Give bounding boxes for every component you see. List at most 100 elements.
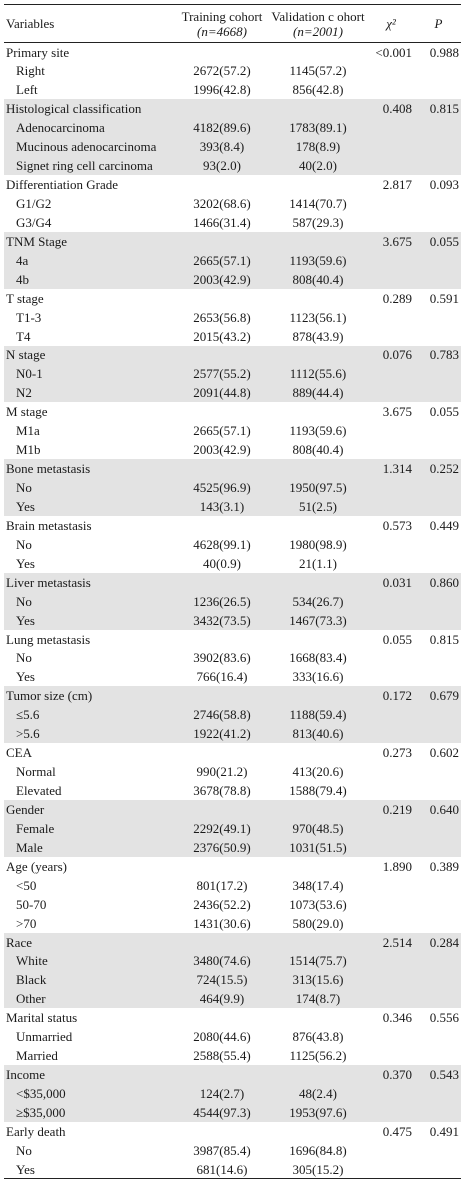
- training-value: [174, 402, 270, 421]
- table-row-group: T stage 0.289 0.591: [4, 289, 461, 308]
- training-value: [174, 345, 270, 365]
- table-row: Yes 40(0.9) 21(1.1): [4, 554, 461, 573]
- table-row-group: Age (years) 1.890 0.389: [4, 857, 461, 876]
- table-row: ≤5.6 2746(58.8) 1188(59.4): [4, 705, 461, 725]
- chi-square-value: [366, 970, 416, 990]
- table-header: Variables Training cohort (n=4668) Valid…: [4, 4, 461, 43]
- training-value: 2653(56.8): [193, 309, 251, 325]
- validation-value: 305(15.2): [292, 1161, 344, 1177]
- level-label: >5.6: [4, 724, 174, 744]
- variable-name: TNM Stage: [4, 231, 174, 251]
- p-value: [416, 970, 461, 990]
- p-value: 0.783: [416, 345, 461, 365]
- training-value: [174, 516, 270, 535]
- p-value: 0.449: [429, 517, 459, 533]
- table-row-group: CEA 0.273 0.602: [4, 743, 461, 762]
- p-value: [416, 649, 461, 668]
- validation-value: 1467(73.3): [270, 610, 366, 630]
- validation-value: 1188(59.4): [270, 705, 366, 725]
- validation-value: 1588(79.4): [289, 783, 347, 799]
- table-row: 50-70 2436(52.2) 1073(53.6): [4, 895, 461, 914]
- chi-square-value: 0.573: [382, 517, 412, 533]
- validation-value: 1123(56.1): [289, 309, 347, 325]
- table-row: Unmarried 2080(44.6) 876(43.8): [4, 1027, 461, 1046]
- validation-value: 1696(84.8): [289, 1142, 347, 1158]
- training-value: 1431(30.6): [193, 915, 251, 931]
- level-label: Married: [16, 1048, 58, 1064]
- chi-square-value: [366, 1141, 416, 1160]
- table-row-group: N stage 0.076 0.783: [4, 345, 461, 365]
- level-label: 50-70: [16, 896, 47, 912]
- training-value: [174, 231, 270, 251]
- validation-value: [270, 630, 366, 649]
- p-value: 0.543: [416, 1065, 461, 1085]
- table-row-group: Gender 0.219 0.640: [4, 800, 461, 819]
- level-label: Right: [16, 63, 45, 79]
- chi-square-value: 0.055: [382, 631, 412, 647]
- p-value: 0.252: [416, 459, 461, 479]
- p-value: [416, 951, 461, 971]
- p-value: [416, 1046, 461, 1065]
- level-label: Yes: [16, 669, 35, 685]
- chi-square-value: [366, 327, 416, 346]
- validation-value: 970(48.5): [270, 818, 366, 838]
- level-label: M1b: [16, 442, 41, 458]
- p-value: 0.815: [416, 99, 461, 119]
- validation-value: 1193(59.6): [289, 423, 347, 439]
- table-row-group: Brain metastasis 0.573 0.449: [4, 516, 461, 535]
- header-chi-square: χ²: [386, 16, 396, 31]
- training-value: 124(2.7): [174, 1084, 270, 1103]
- training-value: [174, 800, 270, 819]
- table-row: Mucinous adenocarcinoma 393(8.4) 178(8.9): [4, 137, 461, 157]
- validation-value: 40(2.0): [270, 156, 366, 176]
- table-row-group: Early death 0.475 0.491: [4, 1122, 461, 1141]
- header-training-label: Training cohort: [181, 8, 263, 24]
- chi-square-value: [366, 440, 416, 459]
- chi-square-value: 0.076: [366, 345, 416, 365]
- validation-value: [270, 572, 366, 592]
- training-value: 990(21.2): [196, 764, 248, 780]
- validation-value: 1112(55.6): [270, 364, 366, 384]
- chi-square-value: [366, 1046, 416, 1065]
- validation-value: 348(17.4): [292, 877, 344, 893]
- p-value: [416, 705, 461, 725]
- table-row: T1-3 2653(56.8) 1123(56.1): [4, 308, 461, 327]
- p-value: [416, 914, 461, 933]
- level-label: T1-3: [16, 309, 42, 325]
- chi-square-value: 0.289: [382, 290, 412, 306]
- training-value: 393(8.4): [174, 137, 270, 157]
- chi-square-value: [366, 876, 416, 895]
- level-label: ≥$35,000: [4, 1103, 174, 1122]
- table-row: >5.6 1922(41.2) 813(40.6): [4, 724, 461, 744]
- chi-square-value: 0.219: [366, 800, 416, 819]
- p-value: [416, 327, 461, 346]
- chi-square-value: 1.890: [382, 858, 412, 874]
- training-value: [174, 1065, 270, 1085]
- level-label: Mucinous adenocarcinoma: [4, 137, 174, 157]
- training-value: 1996(42.8): [193, 82, 251, 98]
- chi-square-value: 0.346: [382, 1010, 412, 1026]
- table-row: Elevated 3678(78.8) 1588(79.4): [4, 781, 461, 800]
- variable-name: T stage: [6, 290, 44, 306]
- table-row-group: Tumor size (cm) 0.172 0.679: [4, 686, 461, 706]
- validation-value: 1193(59.6): [270, 250, 366, 270]
- validation-value: 808(40.4): [292, 442, 344, 458]
- validation-value: 413(20.6): [292, 764, 344, 780]
- training-value: 1466(31.4): [193, 214, 251, 230]
- training-value: 724(15.5): [174, 970, 270, 990]
- training-value: 2436(52.2): [193, 896, 251, 912]
- validation-value: 51(2.5): [270, 497, 366, 516]
- table-row: No 4525(96.9) 1950(97.5): [4, 478, 461, 497]
- table-row: M1a 2665(57.1) 1193(59.6): [4, 421, 461, 440]
- chi-square-value: 0.408: [366, 99, 416, 119]
- validation-value: 1950(97.5): [270, 478, 366, 497]
- variable-name: Bone metastasis: [4, 459, 174, 479]
- level-label: No: [16, 1142, 32, 1158]
- table-row: No 1236(26.5) 534(26.7): [4, 591, 461, 611]
- validation-value: 21(1.1): [299, 555, 337, 571]
- table-row: Male 2376(50.9) 1031(51.5): [4, 837, 461, 857]
- level-label: G3/G4: [16, 214, 52, 230]
- training-value: 3432(73.5): [174, 610, 270, 630]
- p-value: [416, 156, 461, 176]
- level-label: ≤5.6: [4, 705, 174, 725]
